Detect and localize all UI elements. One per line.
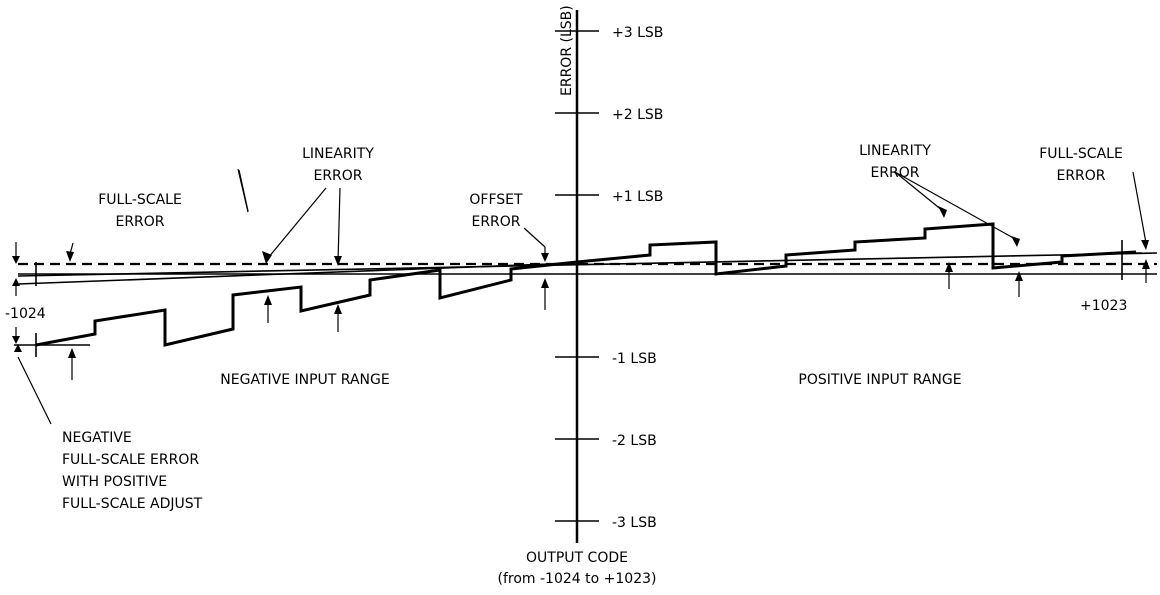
leader-lines-right <box>894 171 1018 241</box>
label-full-scale-error-left: FULL-SCALE ERROR <box>98 192 182 230</box>
svg-text:ERROR: ERROR <box>471 214 520 230</box>
x-min-label: -1024 <box>5 306 46 322</box>
tick-label-minus3: -3 LSB <box>612 515 657 531</box>
svg-text:ERROR: ERROR <box>115 214 164 230</box>
tick-label-plus3: +3 LSB <box>612 25 663 41</box>
label-linearity-error-left: LINEARITY ERROR <box>302 146 374 184</box>
positive-input-range-label: POSITIVE INPUT RANGE <box>798 372 961 388</box>
label-offset-error: OFFSET ERROR <box>469 192 523 230</box>
leader-arrowheads <box>14 206 1149 352</box>
x-axis-subtitle: (from -1024 to +1023) <box>498 571 657 587</box>
label-full-scale-error-right: FULL-SCALE ERROR <box>1039 146 1123 184</box>
y-tick-marks <box>555 30 599 522</box>
tick-label-plus1: +1 LSB <box>612 189 663 205</box>
svg-text:NEGATIVE: NEGATIVE <box>62 430 132 446</box>
x-max-label: +1023 <box>1080 298 1127 314</box>
svg-text:ERROR: ERROR <box>313 168 362 184</box>
svg-text:OFFSET: OFFSET <box>469 192 523 208</box>
offset-slope-line <box>17 262 578 285</box>
svg-text:FULL-SCALE: FULL-SCALE <box>1039 146 1123 162</box>
x-axis-title: OUTPUT CODE <box>526 550 628 566</box>
label-linearity-error-right: LINEARITY ERROR <box>859 143 931 181</box>
label-negative-full-scale-adjust: NEGATIVE FULL-SCALE ERROR WITH POSITIVE … <box>62 430 203 512</box>
svg-text:LINEARITY: LINEARITY <box>859 143 931 159</box>
negative-range-staircase <box>35 260 578 347</box>
y-axis-title: ERROR (LSB) <box>559 5 575 96</box>
leader-lines <box>17 168 1147 425</box>
negative-input-range-label: NEGATIVE INPUT RANGE <box>220 372 389 388</box>
svg-text:FULL-SCALE ADJUST: FULL-SCALE ADJUST <box>62 496 203 512</box>
positive-range-staircase <box>576 222 1137 276</box>
svg-text:LINEARITY: LINEARITY <box>302 146 374 162</box>
tick-label-minus1: -1 LSB <box>612 351 657 367</box>
tick-label-minus2: -2 LSB <box>612 433 657 449</box>
svg-text:ERROR: ERROR <box>1056 168 1105 184</box>
svg-text:WITH POSITIVE: WITH POSITIVE <box>62 474 167 490</box>
tick-label-plus2: +2 LSB <box>612 107 663 123</box>
svg-text:ERROR: ERROR <box>870 165 919 181</box>
svg-text:FULL-SCALE ERROR: FULL-SCALE ERROR <box>62 452 199 468</box>
full-scale-error-line <box>17 252 1158 277</box>
measurement-arrows <box>12 242 1150 380</box>
endpoint-markers <box>14 240 1142 357</box>
svg-text:FULL-SCALE: FULL-SCALE <box>98 192 182 208</box>
